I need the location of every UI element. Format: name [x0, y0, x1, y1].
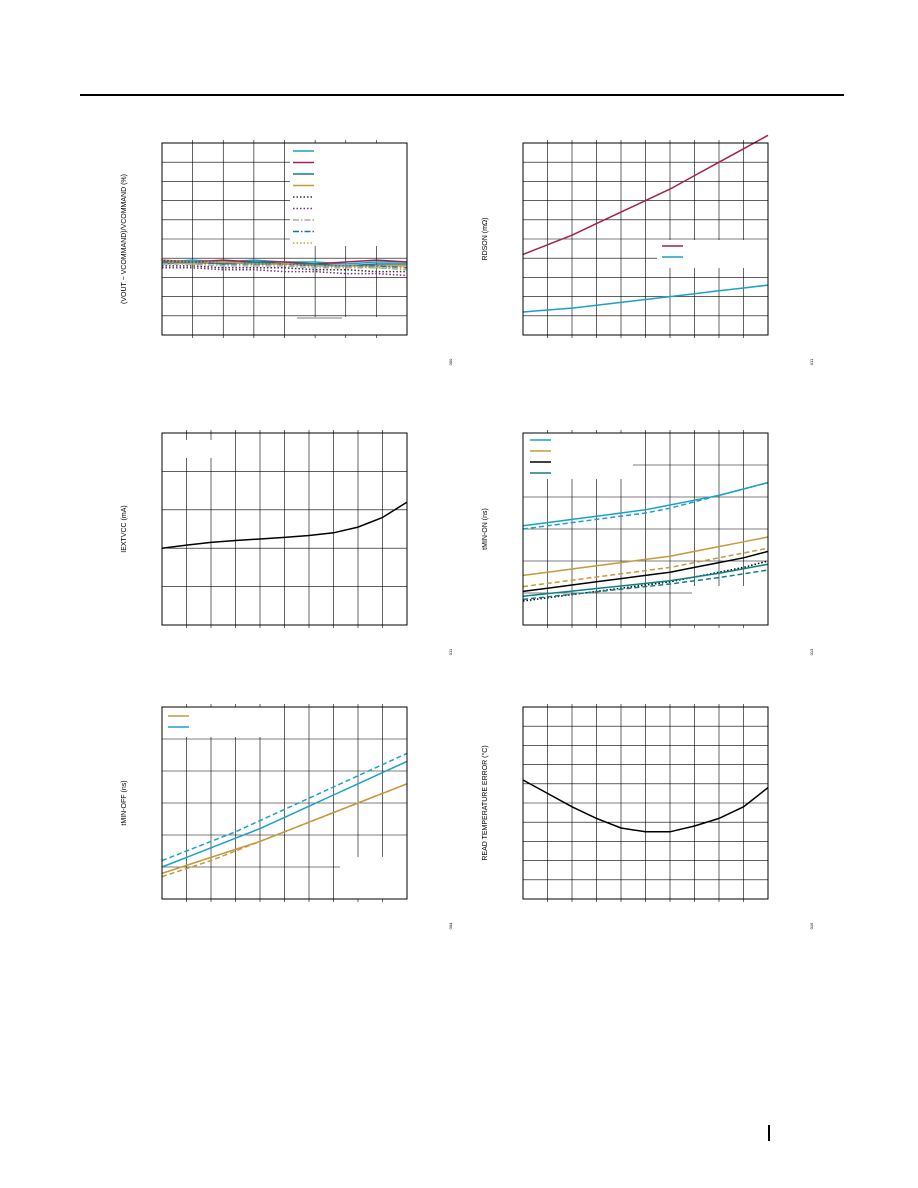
c3-svg: IEXTVCC (mA) 011 [121, 430, 453, 655]
legend-box [175, 440, 220, 458]
series-line [161, 501, 408, 549]
c5-svg: tMIN-OFF (ns) 004 [121, 704, 453, 929]
c6-svg: READ TEMPERATURE ERROR (°C) 016 [481, 704, 814, 929]
figure-tag: 004 [448, 922, 453, 929]
y-axis-label: (VOUT − VCOMMAND)/VCOMMAND (%) [121, 174, 128, 304]
series-line [522, 779, 769, 833]
c3-plot-border [161, 432, 408, 626]
c2-svg: RDSON (mΩ) 011 [482, 134, 814, 365]
y-axis-label: tMIN-OFF (ns) [121, 780, 128, 825]
figure-tag: 013 [809, 648, 814, 655]
chart-vout-error: (VOUT − VCOMMAND)/VCOMMAND (%) 000 [100, 128, 453, 378]
y-axis-label: tMIN-ON (ns) [482, 508, 489, 550]
chart-tmin-off: tMIN-OFF (ns) 004 [100, 692, 453, 942]
legend-box [340, 857, 407, 899]
c6-grid [523, 704, 768, 902]
c1-plot-border [161, 142, 408, 336]
series-line [161, 259, 408, 265]
c4-plot-border [522, 432, 769, 626]
series-line [522, 550, 769, 593]
legend-box [290, 143, 407, 246]
legend-box [297, 317, 407, 335]
y-axis-label: IEXTVCC (mA) [121, 505, 128, 552]
series-line [161, 259, 407, 269]
y-axis-label: RDSON (mΩ) [482, 218, 489, 261]
c6-plot-border [522, 706, 769, 900]
c1-svg: (VOUT − VCOMMAND)/VCOMMAND (%) 000 [121, 140, 453, 365]
chart-read-temperature-error: READ TEMPERATURE ERROR (°C) 016 [462, 692, 814, 942]
figure-tag: 011 [448, 648, 453, 655]
series-line [522, 563, 769, 597]
chart-iextvcc: IEXTVCC (mA) 011 [100, 418, 453, 668]
header-rule [80, 94, 844, 96]
series-line [522, 134, 769, 256]
c2-plot-border [522, 142, 769, 336]
series-line [162, 267, 408, 277]
series-line [522, 560, 769, 602]
c3-grid [162, 430, 407, 628]
c5-plot-border [161, 706, 408, 900]
chart-tmin-on: tMIN-ON (ns) 013 [462, 418, 814, 668]
series-line [522, 547, 769, 588]
figure-tag: 011 [809, 358, 814, 365]
c2-grid [523, 140, 768, 338]
series-line [161, 752, 408, 862]
series-line [162, 261, 408, 269]
c4-svg: tMIN-ON (ns) 013 [482, 430, 814, 655]
series-line [522, 284, 769, 313]
series-line [522, 481, 769, 527]
y-axis-label: READ TEMPERATURE ERROR (°C) [481, 745, 489, 860]
series-line [522, 536, 769, 577]
figure-tag: 000 [448, 358, 453, 365]
series-line [522, 481, 769, 530]
footer-marker [768, 1125, 770, 1141]
legend-box [657, 240, 768, 268]
figure-tag: 016 [809, 922, 814, 929]
series-line [522, 569, 769, 601]
series-line [162, 265, 407, 273]
legend-box [162, 707, 272, 737]
series-line [161, 760, 408, 868]
series-line [161, 783, 408, 878]
legend-box [692, 586, 768, 625]
chart-rdson: RDSON (mΩ) 011 [462, 128, 814, 378]
